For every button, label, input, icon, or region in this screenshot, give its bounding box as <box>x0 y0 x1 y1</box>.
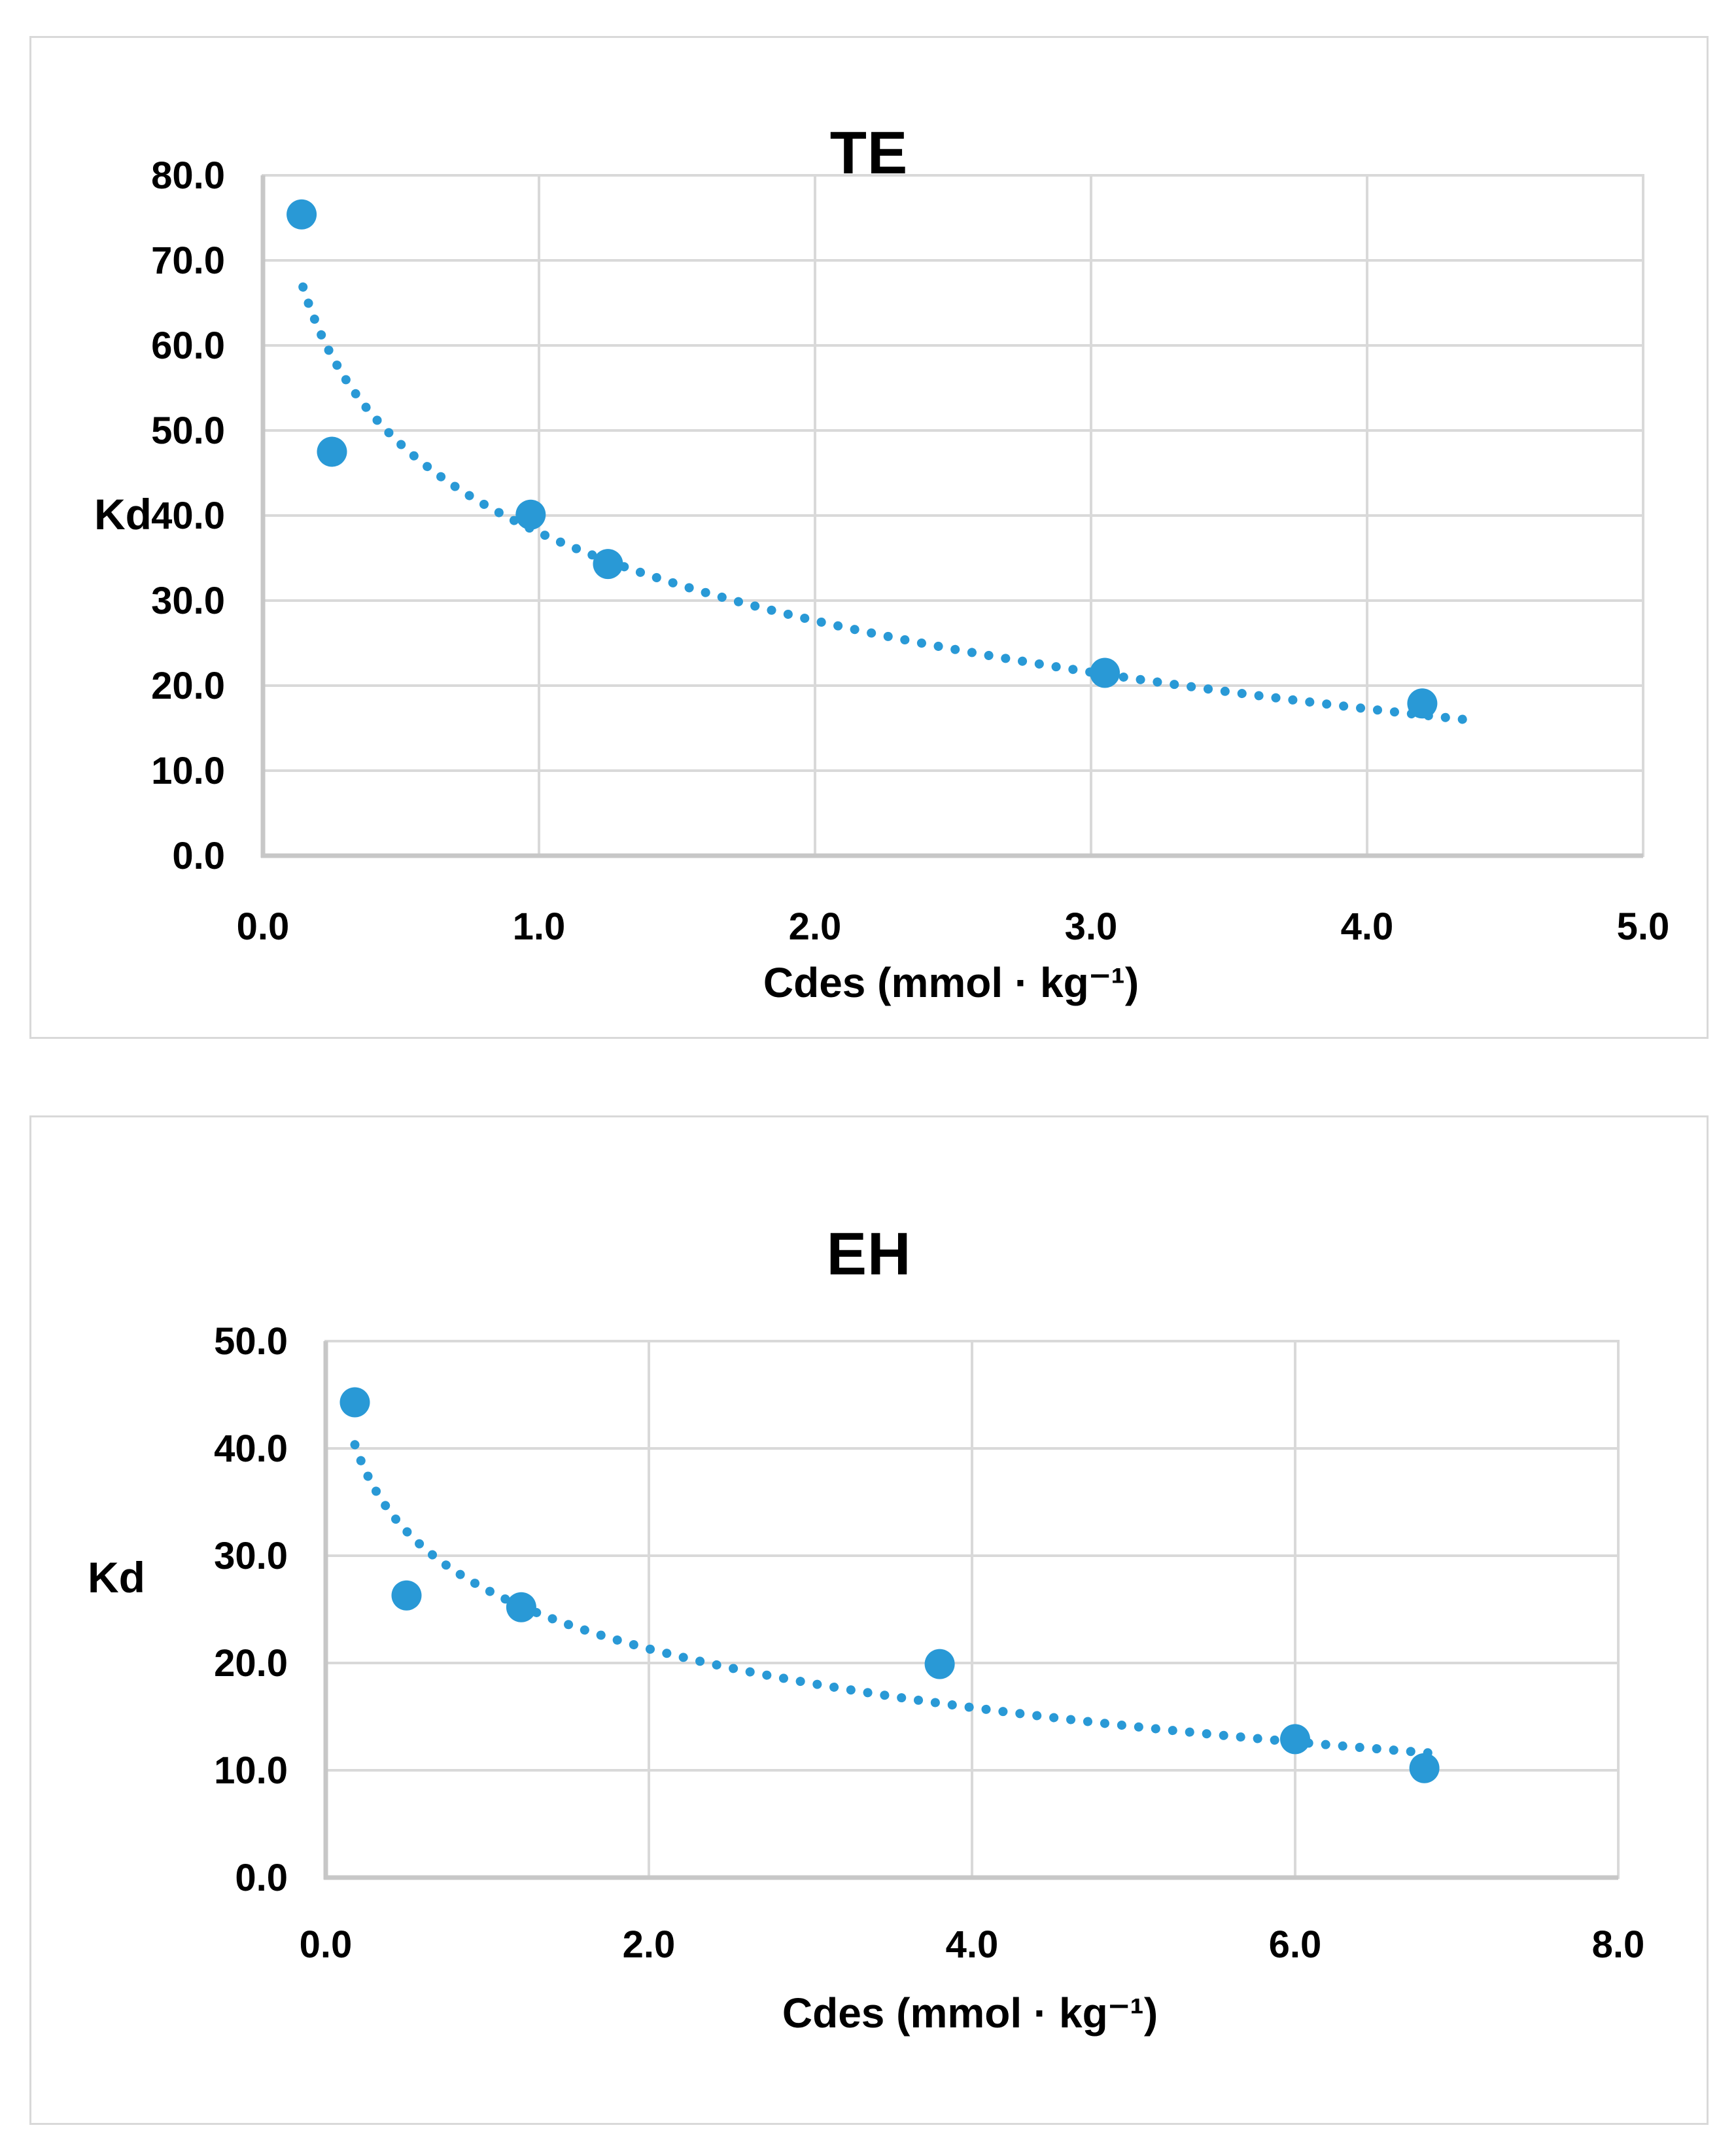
y-tick-label: 0.0 <box>235 1857 288 1899</box>
y-tick-label: 0.0 <box>172 835 225 877</box>
y-tick-label: 20.0 <box>151 665 225 707</box>
eh-chart-title: EH <box>826 1221 912 1287</box>
data-point <box>1090 657 1120 688</box>
te-y-axis-title: Kd <box>94 490 152 538</box>
y-tick-label: 10.0 <box>214 1749 288 1792</box>
y-tick-label: 40.0 <box>151 495 225 537</box>
x-tick-label: 8.0 <box>1592 1923 1645 1966</box>
data-point <box>339 1387 370 1418</box>
te-x-axis-title: Cdes (mmol · kg⁻¹) <box>763 959 1139 1006</box>
y-tick-label: 70.0 <box>151 239 225 282</box>
y-tick-label: 30.0 <box>151 580 225 622</box>
x-tick-label: 1.0 <box>513 905 566 948</box>
y-tick-label: 30.0 <box>214 1535 288 1577</box>
data-point <box>1280 1724 1310 1755</box>
te-chart-panel: TE Kd 0.0 10.0 20.0 30.0 40.0 50.0 60.0 70.0 80.… <box>29 36 1709 1039</box>
te-plot-area: 0.0 10.0 20.0 30.0 40.0 50.0 60.0 70.0 80.0 0.0 1.… <box>151 154 1670 948</box>
data-point <box>317 436 347 467</box>
trendline <box>298 282 1468 724</box>
x-tick-label: 5.0 <box>1617 905 1670 948</box>
y-tick-label: 60.0 <box>151 324 225 367</box>
eh-plot-area: 0.0 10.0 20.0 30.0 40.0 50.0 0.0 2.0 4.0 6.0 8.0 <box>214 1320 1645 1966</box>
data-point <box>593 549 623 580</box>
data-point <box>515 499 546 530</box>
x-tick-label: 4.0 <box>946 1923 999 1966</box>
data-point <box>924 1649 955 1679</box>
data-point <box>506 1592 536 1622</box>
x-tick-label: 2.0 <box>623 1923 676 1966</box>
y-tick-label: 80.0 <box>151 154 225 197</box>
x-tick-label: 3.0 <box>1065 905 1118 948</box>
data-point <box>391 1580 422 1611</box>
eh-x-axis-title: Cdes (mmol · kg⁻¹) <box>782 1989 1158 2037</box>
x-tick-label: 2.0 <box>789 905 842 948</box>
data-point <box>286 199 317 230</box>
trendline <box>350 1440 1446 1759</box>
y-tick-label: 10.0 <box>151 750 225 792</box>
x-tick-label: 0.0 <box>237 905 290 948</box>
x-tick-label: 6.0 <box>1269 1923 1322 1966</box>
eh-chart-panel: EH Kd 0.0 10.0 20.0 30.0 40.0 50.0 0.0 2.0 4.0 6.… <box>29 1115 1709 2125</box>
y-tick-label: 40.0 <box>214 1427 288 1470</box>
y-tick-label: 50.0 <box>151 410 225 452</box>
data-point <box>1409 1753 1440 1783</box>
y-tick-label: 20.0 <box>214 1642 288 1685</box>
data-point <box>1407 688 1438 719</box>
x-tick-label: 4.0 <box>1341 905 1394 948</box>
y-tick-label: 50.0 <box>214 1320 288 1363</box>
te-chart-title: TE <box>829 120 909 186</box>
x-tick-label: 0.0 <box>300 1923 353 1966</box>
eh-y-axis-title: Kd <box>88 1553 145 1602</box>
